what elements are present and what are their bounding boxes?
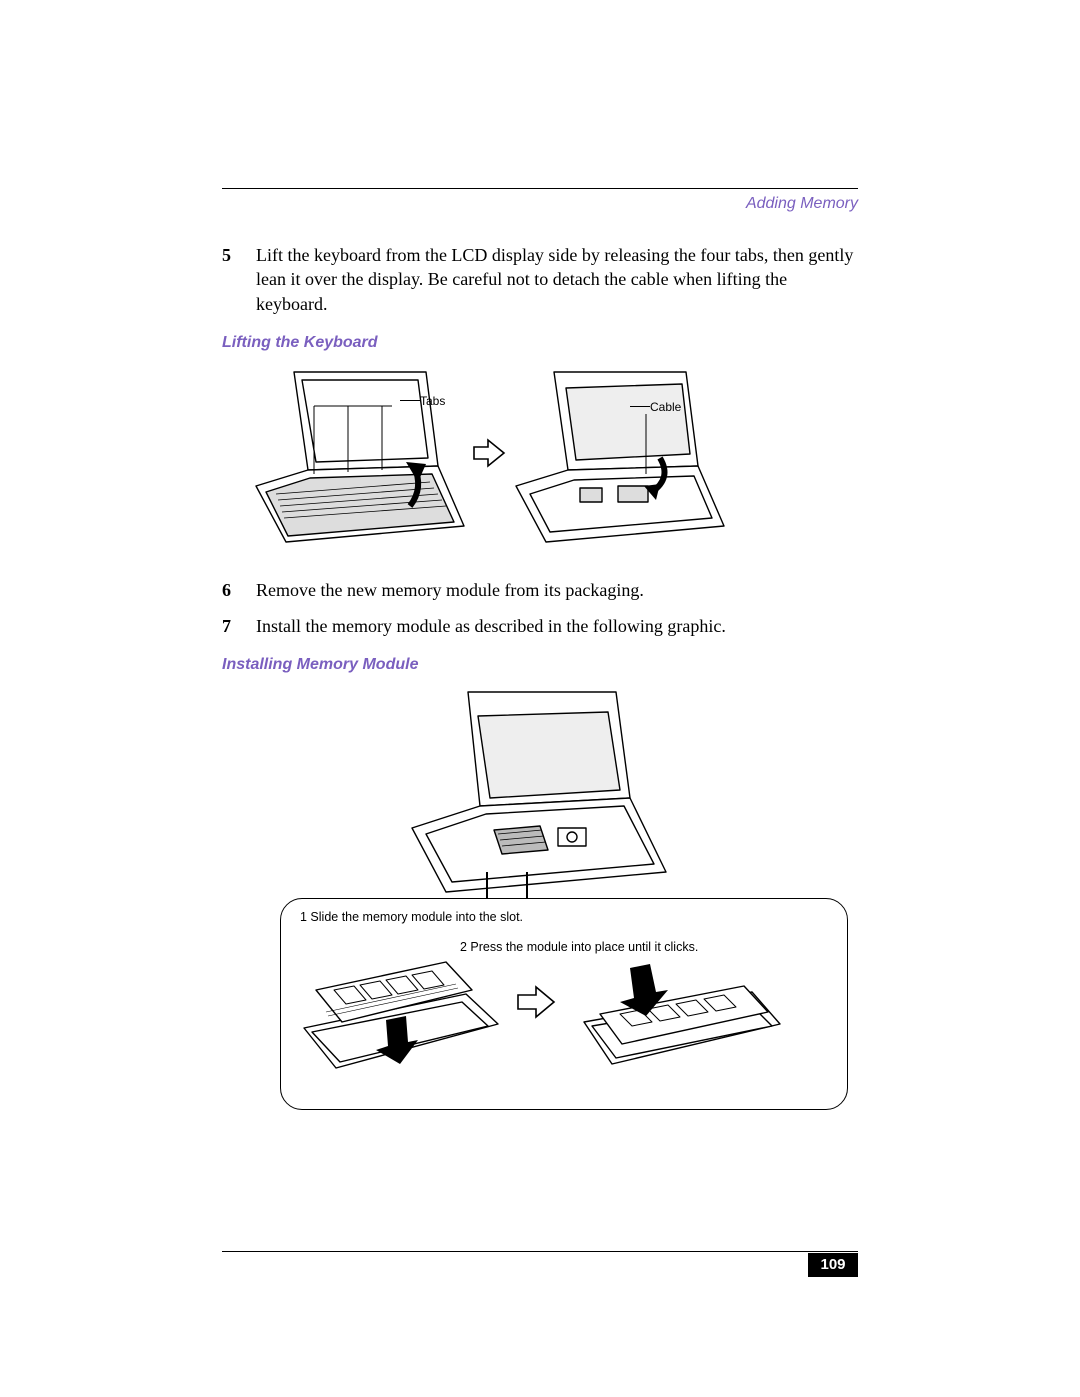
page-number: 109 [808, 1253, 858, 1277]
step-7: 7 Install the memory module as described… [222, 614, 858, 638]
step-number: 5 [222, 243, 256, 316]
figure-installing-memory: 1 Slide the memory module into the slot.… [250, 688, 858, 1118]
callout-text-1: 1 Slide the memory module into the slot. [300, 910, 523, 924]
bottom-rule [222, 1251, 858, 1252]
leader-line-icon [630, 406, 650, 407]
memory-module-diagram [296, 942, 816, 1102]
arrow-right-icon [472, 436, 506, 470]
label-cable: Cable [650, 400, 681, 414]
leader-line-icon [400, 400, 420, 401]
top-rule [222, 188, 858, 189]
laptop-illustration-memory [398, 688, 678, 908]
step-text: Lift the keyboard from the LCD display s… [256, 243, 858, 316]
figure-lifting-keyboard: Tabs [250, 366, 858, 566]
running-head: Adding Memory [222, 195, 858, 213]
label-tabs: Tabs [420, 394, 445, 408]
memory-module-slide-icon [296, 950, 506, 1090]
arrow-right-icon [516, 982, 556, 1022]
step-text: Remove the new memory module from its pa… [256, 578, 858, 602]
bottom-rule-wrap [222, 1251, 858, 1252]
page-content: Adding Memory 5 Lift the keyboard from t… [222, 188, 858, 1227]
step-number: 7 [222, 614, 256, 638]
step-number: 6 [222, 578, 256, 602]
figure-title-lifting: Lifting the Keyboard [222, 334, 858, 352]
figure-title-installing: Installing Memory Module [222, 656, 858, 674]
step-6: 6 Remove the new memory module from its … [222, 578, 858, 602]
step-5: 5 Lift the keyboard from the LCD display… [222, 243, 858, 316]
memory-module-press-icon [576, 952, 786, 1092]
laptop-illustration-open [510, 366, 730, 556]
step-text: Install the memory module as described i… [256, 614, 858, 638]
